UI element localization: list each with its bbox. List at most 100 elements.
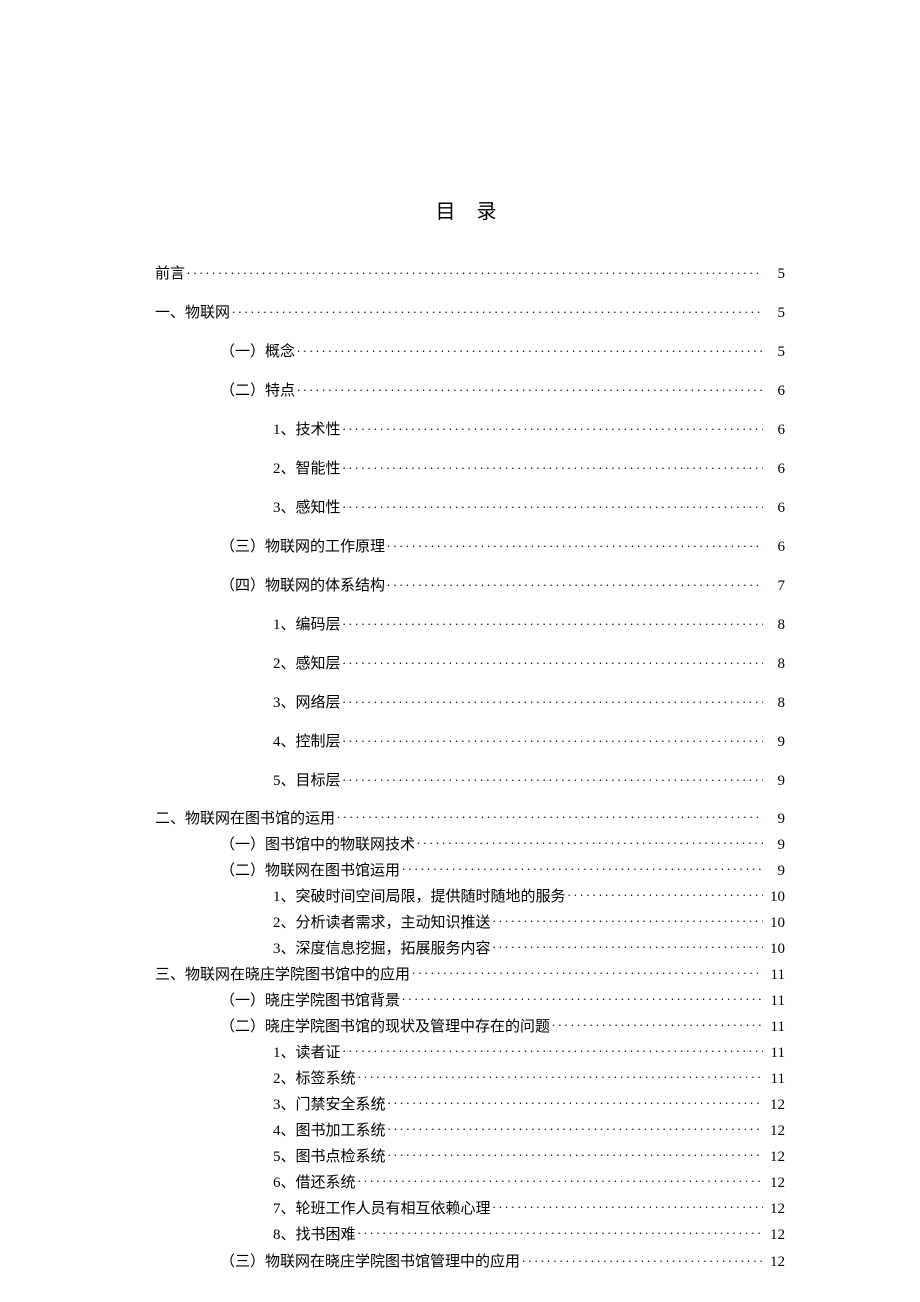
toc-entry-label: （二）特点: [220, 379, 295, 400]
toc-entry-label: 2、感知层: [273, 652, 341, 673]
toc-dots: [343, 653, 763, 668]
toc-entry-label: （三）物联网在晓庄学院图书馆管理中的应用: [220, 1250, 520, 1271]
toc-entry-label: 前言: [155, 262, 185, 283]
toc-entry-page: 11: [765, 1043, 785, 1064]
toc-entry-page: 12: [765, 1225, 785, 1246]
toc-dots: [343, 692, 763, 707]
toc-entry-page: 9: [765, 809, 785, 830]
toc-entry-page: 9: [765, 835, 785, 856]
toc-dots: [297, 380, 763, 395]
toc-entry-page: 12: [765, 1121, 785, 1142]
toc-entry-page: 12: [765, 1199, 785, 1220]
toc-entry: 8、找书困难12: [155, 1224, 785, 1246]
toc-entry: 4、控制层9: [155, 730, 785, 751]
toc-entry: （二）特点6: [155, 379, 785, 400]
toc-dots: [493, 1198, 763, 1213]
toc-entry-label: 3、网络层: [273, 691, 341, 712]
toc-entry-page: 9: [765, 773, 785, 790]
toc-entry-page: 8: [765, 617, 785, 634]
toc-entry: 前言 5: [155, 262, 785, 283]
toc-dots: [387, 536, 763, 551]
toc-entry: 三、物联网在晓庄学院图书馆中的应用 11: [155, 964, 785, 986]
toc-entry: 1、读者证 11: [155, 1042, 785, 1064]
toc-entry-page: 6: [765, 422, 785, 439]
toc-entry-label: 1、编码层: [273, 613, 341, 634]
toc-entry-label: 1、技术性: [273, 418, 341, 439]
toc-entry: （三）物联网在晓庄学院图书馆管理中的应用 12: [155, 1250, 785, 1271]
toc-entry-page: 11: [765, 991, 785, 1012]
toc-entry: （二）物联网在图书馆运用9: [155, 860, 785, 882]
toc-entry-page: 10: [765, 939, 785, 960]
toc-dots: [343, 731, 763, 746]
toc-entry: （三）物联网的工作原理6: [155, 535, 785, 556]
toc-dots: [187, 263, 763, 278]
toc-entry-label: （一）图书馆中的物联网技术: [220, 835, 415, 856]
toc-entry: 1、编码层 8: [155, 613, 785, 634]
toc-entry: 3、网络层8: [155, 691, 785, 712]
toc-dots: [358, 1172, 763, 1187]
toc-entry-page: 10: [765, 887, 785, 908]
toc-entry: （二）晓庄学院图书馆的现状及管理中存在的问题11: [155, 1016, 785, 1038]
toc-entry: 4、图书加工系统 12: [155, 1120, 785, 1142]
toc-dots: [388, 1146, 763, 1161]
toc-dots: [358, 1068, 763, 1083]
toc-entry-page: 6: [765, 500, 785, 517]
toc-entry-page: 11: [765, 1069, 785, 1090]
toc-entry-label: 4、图书加工系统: [273, 1121, 386, 1142]
toc-entry-page: 9: [765, 734, 785, 751]
toc-entry: 3、深度信息挖掘，拓展服务内容10: [155, 938, 785, 960]
toc-entry-label: 5、目标层: [273, 769, 341, 790]
toc-entry-label: （一）概念: [220, 340, 295, 361]
toc-dots: [343, 770, 763, 785]
toc-entry-page: 12: [765, 1095, 785, 1116]
toc-entry: （一）概念5: [155, 340, 785, 361]
toc-entry: 一、物联网 5: [155, 301, 785, 322]
toc-entry-label: 2、智能性: [273, 457, 341, 478]
toc-dots: [552, 1016, 763, 1031]
toc-entry: 7、轮班工作人员有相互依赖心理 12: [155, 1198, 785, 1220]
toc-entry: 3、门禁安全系统 12: [155, 1094, 785, 1116]
toc-entry: （一）图书馆中的物联网技术 9: [155, 834, 785, 856]
toc-entry-label: 3、感知性: [273, 496, 341, 517]
toc-dots: [232, 302, 763, 317]
toc-entry-page: 5: [765, 266, 785, 283]
toc-entry: 二、物联网在图书馆的运用 9: [155, 808, 785, 830]
toc-entry-page: 12: [765, 1254, 785, 1271]
toc-dots: [417, 834, 763, 849]
toc-dots: [297, 341, 763, 356]
toc-entry: （一）晓庄学院图书馆背景 11: [155, 990, 785, 1012]
toc-entry-label: 2、标签系统: [273, 1069, 356, 1090]
toc-entry-label: （三）物联网的工作原理: [220, 535, 385, 556]
toc-entry-label: 1、读者证: [273, 1043, 341, 1064]
toc-entry: 2、感知层 8: [155, 652, 785, 673]
toc-entry-label: 一、物联网: [155, 301, 230, 322]
toc-entry-label: 5、图书点检系统: [273, 1147, 386, 1168]
toc-dots: [358, 1224, 763, 1239]
toc-entry-label: 2、分析读者需求，主动知识推送: [273, 913, 491, 934]
toc-entry-label: 二、物联网在图书馆的运用: [155, 809, 335, 830]
toc-entry-label: （二）晓庄学院图书馆的现状及管理中存在的问题: [220, 1017, 550, 1038]
toc-entry-label: 3、门禁安全系统: [273, 1095, 386, 1116]
toc-title: 目 录: [155, 195, 785, 224]
toc-entry-page: 10: [765, 913, 785, 934]
toc-entry: 2、分析读者需求，主动知识推送 10: [155, 912, 785, 934]
toc-dots: [402, 990, 763, 1005]
toc-entry-label: （二）物联网在图书馆运用: [220, 861, 400, 882]
toc-entry-label: （一）晓庄学院图书馆背景: [220, 991, 400, 1012]
toc-dots: [388, 1094, 763, 1109]
toc-dots: [343, 497, 763, 512]
toc-dots: [412, 964, 763, 979]
toc-dots: [387, 575, 763, 590]
toc-entry-page: 5: [765, 305, 785, 322]
toc-entry-page: 8: [765, 656, 785, 673]
toc-entry-label: 7、轮班工作人员有相互依赖心理: [273, 1199, 491, 1220]
toc-dots: [343, 419, 763, 434]
toc-entry: 5、目标层 9: [155, 769, 785, 790]
toc-dots: [337, 808, 763, 823]
toc-entry: 3、感知性 6: [155, 496, 785, 517]
toc-dots: [493, 938, 763, 953]
toc-dots: [493, 912, 763, 927]
toc-entry-label: 三、物联网在晓庄学院图书馆中的应用: [155, 965, 410, 986]
toc-entry-page: 11: [765, 965, 785, 986]
toc-dots: [568, 886, 763, 901]
